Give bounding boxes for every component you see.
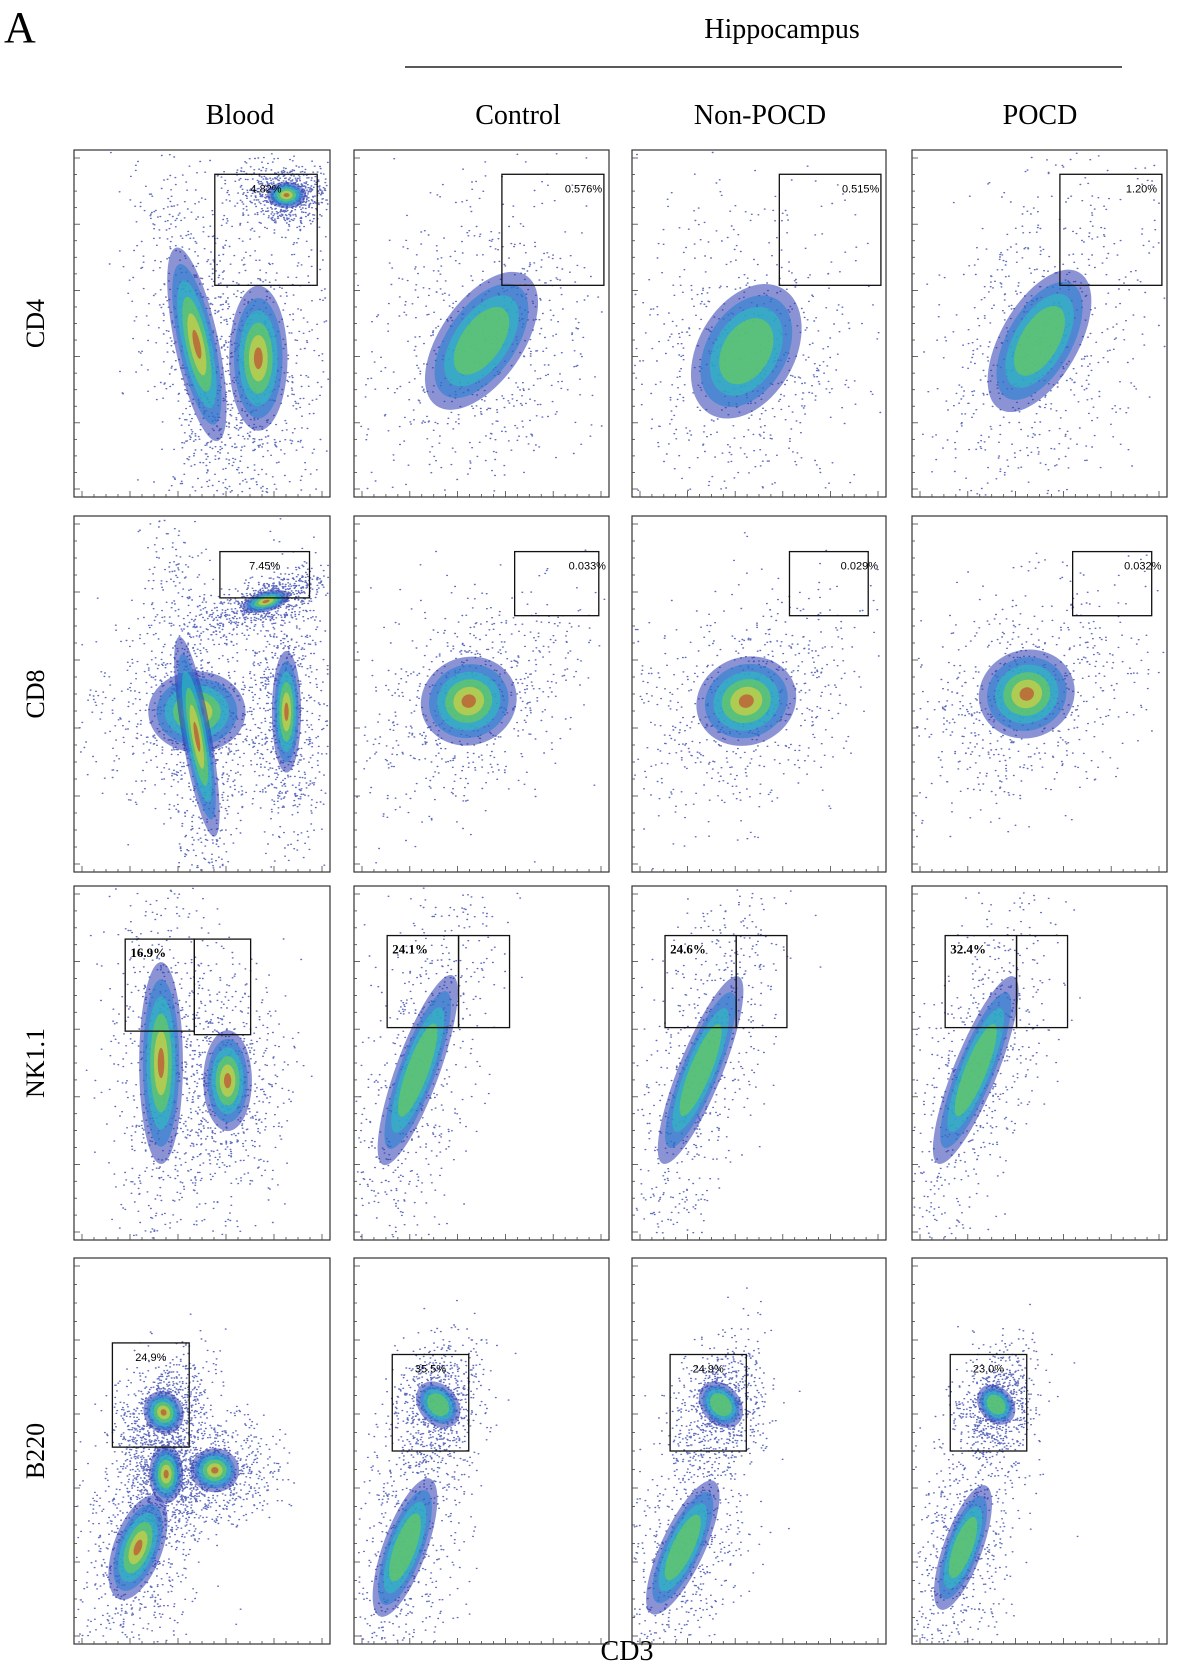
gate-percentage: 1.20% — [1126, 183, 1157, 195]
gate — [193, 938, 252, 1036]
event-dots — [85, 887, 313, 1239]
gate — [788, 550, 869, 617]
row-label: NK1.1 — [21, 1028, 50, 1098]
gate — [514, 550, 600, 617]
gate-percentage: 16.9% — [130, 945, 166, 960]
gate-percentage: 24.9% — [135, 1352, 166, 1364]
gate — [501, 173, 605, 286]
density-contour — [284, 702, 289, 721]
plot-panel: 24.9% — [73, 1257, 331, 1645]
plot-frame — [631, 885, 887, 1241]
gate — [949, 1353, 1028, 1452]
gate-percentage: 7.45% — [249, 561, 280, 573]
density-contour — [1014, 305, 1065, 376]
plot-frame — [911, 885, 1168, 1241]
density-contour — [1019, 687, 1034, 701]
plot-panel: 35.5% — [353, 1257, 610, 1645]
row-label: CD4 — [21, 299, 50, 348]
density-contour — [283, 193, 290, 198]
plot-panel: 16.9% — [73, 885, 331, 1241]
column-label: Non-POCD — [694, 100, 826, 131]
density-contour — [253, 347, 263, 370]
gate — [111, 1342, 190, 1448]
gate-percentage: 0.032% — [1124, 561, 1162, 573]
gate-percentage: 23.0% — [973, 1364, 1004, 1376]
density-contour — [427, 1393, 450, 1417]
gate — [1059, 173, 1163, 286]
plot-frame — [353, 885, 610, 1241]
plot-panel: 24.1% — [353, 885, 610, 1241]
gate — [1015, 934, 1069, 1029]
gate — [669, 1353, 747, 1452]
density-contour — [192, 329, 202, 359]
density-contour — [223, 1073, 232, 1089]
density-contour — [193, 721, 201, 752]
gate — [214, 173, 318, 286]
row-label: CD8 — [21, 669, 50, 718]
gate-percentage: 32.4% — [950, 942, 986, 957]
plot-panel: 0.033% — [353, 515, 610, 873]
plot-panel: 7.45% — [73, 515, 331, 873]
event-dots — [634, 532, 880, 870]
gate-percentage: 0.033% — [569, 561, 607, 573]
plot-panel: 0.029% — [631, 515, 887, 873]
column-label: POCD — [1003, 100, 1078, 131]
plot-panel: 24.6% — [631, 885, 887, 1241]
density-contour — [398, 1023, 438, 1117]
density-contour — [719, 318, 774, 385]
plot-panel: 0.576% — [353, 149, 610, 498]
gate-percentage: 0.576% — [565, 183, 603, 195]
plot-panel: 23.0% — [911, 1257, 1168, 1645]
event-dots — [635, 889, 822, 1234]
plot-panel: 4.82% — [73, 149, 331, 498]
density-contour — [664, 1514, 701, 1581]
density-contour — [453, 307, 510, 375]
density-contour — [133, 1539, 143, 1556]
density-contour — [160, 1409, 167, 1416]
density-contour — [157, 1047, 165, 1079]
gate — [1072, 550, 1153, 617]
density-contour — [738, 694, 754, 708]
density-contour — [710, 1393, 732, 1417]
density-contour — [211, 1466, 219, 1474]
plot-panel: 32.4% — [911, 885, 1168, 1241]
gate — [391, 1353, 470, 1452]
gate — [457, 934, 511, 1029]
gate — [735, 934, 788, 1029]
gate-percentage: 24.9% — [693, 1364, 724, 1376]
density-contour — [461, 694, 476, 708]
gate-percentage: 4.82% — [250, 183, 281, 195]
column-label: Control — [475, 100, 561, 131]
density-contour — [954, 1024, 997, 1117]
panel-label: A — [4, 3, 36, 52]
gate-percentage: 0.515% — [842, 183, 880, 195]
gate-percentage: 0.029% — [841, 561, 879, 573]
gate-percentage: 35.5% — [415, 1364, 446, 1376]
density-contour — [948, 1516, 978, 1579]
plot-panel: 0.032% — [911, 515, 1168, 873]
group-label: Hippocampus — [704, 14, 860, 45]
density-contour — [986, 1394, 1006, 1415]
gate — [778, 173, 882, 286]
plot-panel: 1.20% — [911, 149, 1168, 498]
plot-panel: 0.515% — [631, 149, 887, 498]
density-contour — [389, 1513, 421, 1582]
gate-percentage: 24.6% — [670, 942, 706, 957]
plot-panel: 24.9% — [631, 1257, 887, 1645]
gate — [219, 550, 311, 599]
gate-percentage: 24.1% — [392, 942, 428, 957]
row-label: B220 — [21, 1423, 50, 1479]
column-label: Blood — [206, 100, 274, 131]
event-dots — [75, 1313, 296, 1643]
density-contour — [163, 1469, 169, 1479]
density-contour — [679, 1024, 722, 1117]
density-contour — [262, 599, 270, 604]
